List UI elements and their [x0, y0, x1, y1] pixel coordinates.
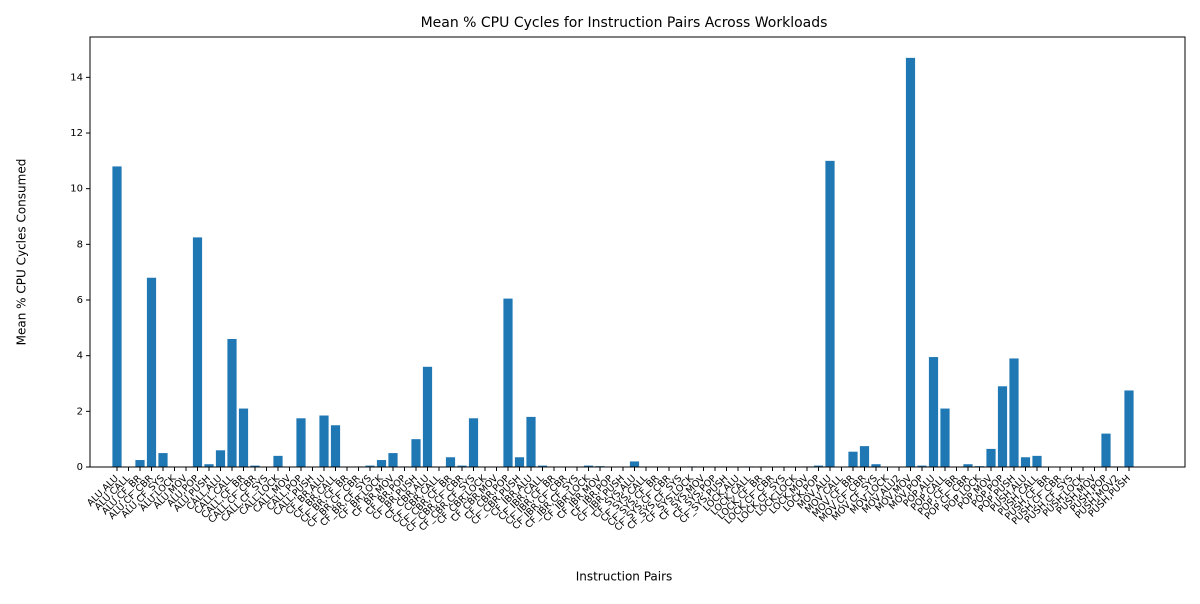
y-axis-label: Mean % CPU Cycles Consumed: [15, 159, 29, 346]
bar: [112, 166, 122, 467]
bar: [330, 425, 341, 467]
bar: [813, 465, 824, 467]
bar: [917, 465, 927, 467]
bar: [825, 160, 835, 467]
y-tick-label: 0: [77, 462, 83, 473]
bar: [1124, 390, 1134, 467]
bar: [135, 460, 145, 467]
bar: [583, 465, 594, 467]
bar: [997, 386, 1008, 467]
bar: [986, 448, 996, 467]
bar: [158, 453, 168, 467]
bar: [514, 457, 525, 467]
bar: [411, 439, 421, 467]
y-tick-label: 6: [77, 295, 83, 306]
y-tick-label: 10: [70, 184, 83, 195]
bar: [905, 57, 916, 468]
bar: [238, 408, 249, 467]
bar: [204, 464, 214, 467]
bar: [227, 338, 237, 467]
bar: [365, 465, 375, 467]
bar: [146, 277, 157, 467]
bar: [1020, 457, 1031, 467]
bar: [537, 465, 548, 467]
bar: [928, 357, 939, 467]
x-axis-label: Instruction Pairs: [576, 570, 673, 584]
bar: [629, 461, 640, 467]
y-tick-label: 4: [77, 351, 83, 362]
bar: [457, 465, 467, 467]
axes-frame: [89, 36, 1186, 468]
bar: [376, 460, 387, 467]
y-tick-label: 12: [70, 128, 83, 139]
bar: [526, 416, 536, 467]
bar: [445, 457, 456, 467]
bar: [192, 237, 203, 467]
bar: [940, 408, 950, 467]
bar: [848, 451, 858, 467]
bar: [1032, 455, 1042, 467]
bar: [250, 465, 260, 467]
bar: [388, 453, 398, 467]
bar: [215, 450, 226, 467]
bar: [963, 464, 973, 467]
bar: [1009, 358, 1019, 467]
bar: [422, 366, 433, 467]
y-tick-label: 2: [77, 406, 83, 417]
y-tick-label: 8: [77, 239, 83, 250]
chart-title: Mean % CPU Cycles for Instruction Pairs …: [421, 15, 828, 31]
bar: [871, 464, 881, 467]
y-tick-label: 14: [70, 72, 83, 83]
bar: [319, 415, 329, 467]
bar: [296, 418, 306, 467]
bar: [859, 446, 870, 467]
bar: [1101, 433, 1111, 467]
bar: [468, 418, 479, 467]
bar: [273, 455, 283, 467]
bar: [503, 298, 513, 467]
